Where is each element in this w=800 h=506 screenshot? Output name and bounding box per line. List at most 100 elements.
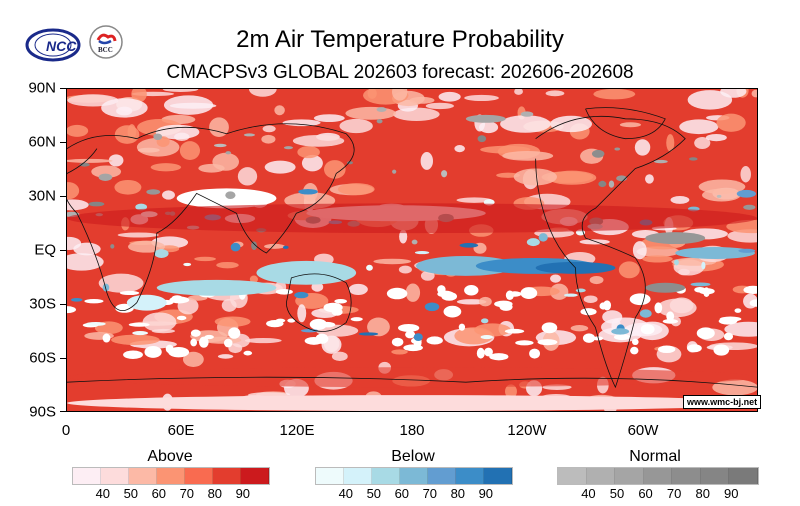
lat-label: 30N <box>28 187 56 205</box>
legend-title-normal: Normal <box>629 448 681 465</box>
probability-patch <box>274 105 285 116</box>
probability-patch <box>194 256 216 262</box>
probability-patch <box>169 296 190 304</box>
probability-patch <box>169 102 217 109</box>
probability-patch <box>142 312 177 332</box>
probability-patch <box>520 111 534 117</box>
probability-patch <box>214 316 251 327</box>
probability-patch <box>146 189 161 195</box>
colorbar-swatch <box>615 468 644 484</box>
lon-label: 120E <box>279 422 315 439</box>
coastlines <box>67 107 757 389</box>
probability-patch <box>198 163 225 173</box>
colorbar-swatch <box>729 468 759 484</box>
probability-patch <box>484 347 493 357</box>
probability-patch <box>108 154 124 167</box>
probability-patch <box>420 270 435 281</box>
probability-patch <box>591 149 605 158</box>
colorbar-below <box>315 467 513 485</box>
probability-patch <box>541 322 558 334</box>
lat-label: 60S <box>29 349 56 367</box>
colorbar-swatch <box>316 468 344 484</box>
probability-patch <box>593 89 636 100</box>
probability-patch <box>223 338 233 348</box>
probability-patch <box>264 243 285 249</box>
probability-patch <box>391 349 408 355</box>
colorbar-label: 60 <box>638 486 653 501</box>
probability-patch <box>119 290 140 296</box>
probability-patch <box>619 122 642 128</box>
probability-patch <box>696 327 715 340</box>
probability-patch <box>454 145 465 153</box>
probability-patch <box>301 328 319 333</box>
probability-patch <box>287 318 296 323</box>
colorbar-label: 90 <box>478 486 494 501</box>
probability-patch <box>179 141 201 160</box>
colorbar-label: 40 <box>581 486 596 501</box>
probability-patch <box>132 330 149 336</box>
probability-patch <box>749 299 757 307</box>
probability-patch <box>217 354 234 359</box>
probability-patch <box>629 293 651 306</box>
probability-patch <box>198 336 209 348</box>
probability-patch <box>502 150 554 161</box>
probability-patch <box>614 147 621 151</box>
probability-patch <box>348 283 368 295</box>
probability-patch <box>701 261 706 270</box>
probability-patch <box>751 89 757 98</box>
probability-patch <box>182 351 204 367</box>
probability-patch <box>323 160 346 179</box>
probability-patch <box>392 169 397 174</box>
probability-patch <box>736 189 757 198</box>
probability-patch <box>376 119 383 124</box>
probability-patch <box>230 242 241 252</box>
chart-title: 2m Air Temperature Probability <box>236 26 564 53</box>
probability-patch <box>127 124 137 140</box>
colorbar-swatch <box>157 468 185 484</box>
probability-patch <box>67 253 104 271</box>
probability-patch <box>84 299 104 304</box>
probability-patch <box>282 245 289 249</box>
probability-patch <box>156 279 277 296</box>
probability-patch <box>85 321 106 326</box>
probability-patch <box>135 203 148 211</box>
probability-patch <box>153 133 163 141</box>
probability-patch <box>413 333 423 341</box>
probability-patch <box>613 334 631 341</box>
colorbar-label: 80 <box>450 486 466 501</box>
probability-patch <box>334 298 347 304</box>
probability-patch <box>645 282 686 293</box>
probability-patch <box>425 102 454 110</box>
lat-label: 90S <box>29 403 56 421</box>
probability-patch <box>405 330 416 339</box>
probability-patch <box>640 324 655 335</box>
probability-patch <box>689 157 698 161</box>
probability-patch <box>292 134 345 147</box>
probability-patch <box>228 343 243 354</box>
probability-patch <box>666 311 675 322</box>
probability-patch <box>500 115 551 133</box>
colorbar-swatch <box>241 468 269 484</box>
probability-patch <box>204 334 214 340</box>
probability-patch <box>101 98 148 118</box>
probability-patch <box>465 114 506 123</box>
colorbar-swatch <box>372 468 400 484</box>
probability-patch <box>366 264 373 271</box>
legend-title-above: Above <box>147 448 193 465</box>
lat-label: EQ <box>34 241 56 259</box>
probability-patch <box>631 338 639 346</box>
lon-label: 120W <box>507 422 547 439</box>
probability-patch <box>743 204 756 210</box>
probability-patch <box>309 318 328 330</box>
probability-patch <box>376 107 387 112</box>
probability-patch <box>337 183 375 196</box>
probability-patch <box>666 134 675 152</box>
colorbar-swatch <box>213 468 241 484</box>
probability-patch <box>128 322 150 327</box>
probability-patch <box>654 159 668 164</box>
lon-label: 60E <box>167 422 195 439</box>
probability-patch <box>386 287 408 300</box>
probability-patch <box>67 367 757 388</box>
probability-patch <box>724 321 757 337</box>
